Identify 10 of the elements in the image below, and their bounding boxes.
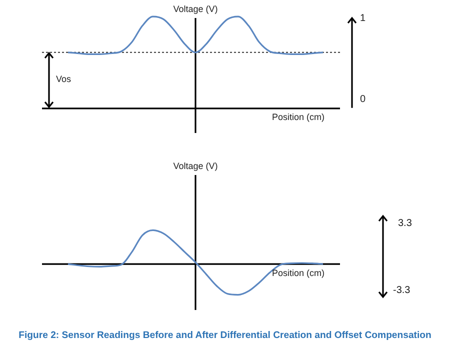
text: -3.3	[393, 285, 410, 296]
text: 0	[360, 94, 366, 106]
text: 1	[360, 12, 366, 24]
y-axis-title: Voltage (V)	[172, 4, 219, 14]
ref-line-label: Vos	[56, 74, 72, 84]
x-axis-title: Position (cm)	[272, 268, 325, 278]
y-axis-title: Voltage (V)	[172, 161, 219, 171]
text: 3.3	[398, 218, 412, 229]
caption: Figure 2: Sensor Readings Before and After Differential Creation and Offset Compensation	[18, 330, 432, 341]
x-axis-title: Position (cm)	[272, 112, 325, 122]
